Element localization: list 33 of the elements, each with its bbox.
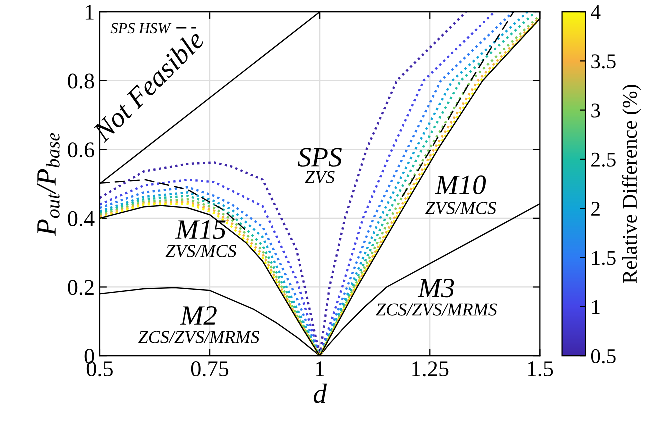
annotation: ZVS/MCS [426, 202, 496, 214]
color-bar-label: 3.5 [592, 54, 616, 69]
x-tick-label: 0.75 [191, 362, 229, 377]
annotation: ZVS [305, 171, 335, 184]
legend-label: SPS HSW [110, 23, 172, 34]
annotation: M3 [418, 278, 454, 298]
annotation: M15 [175, 220, 226, 240]
annotation: M10 [435, 176, 486, 194]
color-bar-label: 2.5 [592, 152, 616, 167]
x-tick-label: 1.25 [412, 362, 449, 377]
annotation: ZCS/ZVS/MRMS [376, 304, 498, 316]
x-tick-label: 0.5 [86, 362, 113, 377]
y-tick-label: 0.4 [68, 211, 95, 226]
y-tick-label: 0 [84, 348, 94, 364]
color-bar-label: 0.5 [591, 349, 616, 364]
annotation: SPS [298, 148, 342, 167]
color-bar-title: Relative Difference (%) [622, 85, 642, 284]
x-tick-label: 1 [316, 362, 324, 376]
color-bar-label: 3 [592, 104, 600, 118]
x-tick-label: 1.5 [528, 362, 554, 377]
y-tick-label: 1 [86, 5, 94, 20]
color-bar-label: 1.5 [592, 251, 616, 266]
y-tick-label: 0.2 [68, 280, 94, 296]
y-axis-title: P$_{out}$/P$_{base}$ [38, 133, 60, 236]
annotation: ZCS/ZVS/MRMS [138, 331, 260, 344]
y-tick-label: 0.6 [68, 142, 94, 158]
color-bar-label: 1 [592, 300, 600, 314]
color-bar-label: 2 [592, 202, 600, 216]
annotation: M2 [180, 306, 217, 325]
x-axis-title: d [314, 384, 328, 404]
color-bar-label: 4 [591, 6, 601, 20]
annotation: ZVS/MCS [166, 245, 237, 258]
y-tick-label: 0.8 [68, 74, 94, 89]
